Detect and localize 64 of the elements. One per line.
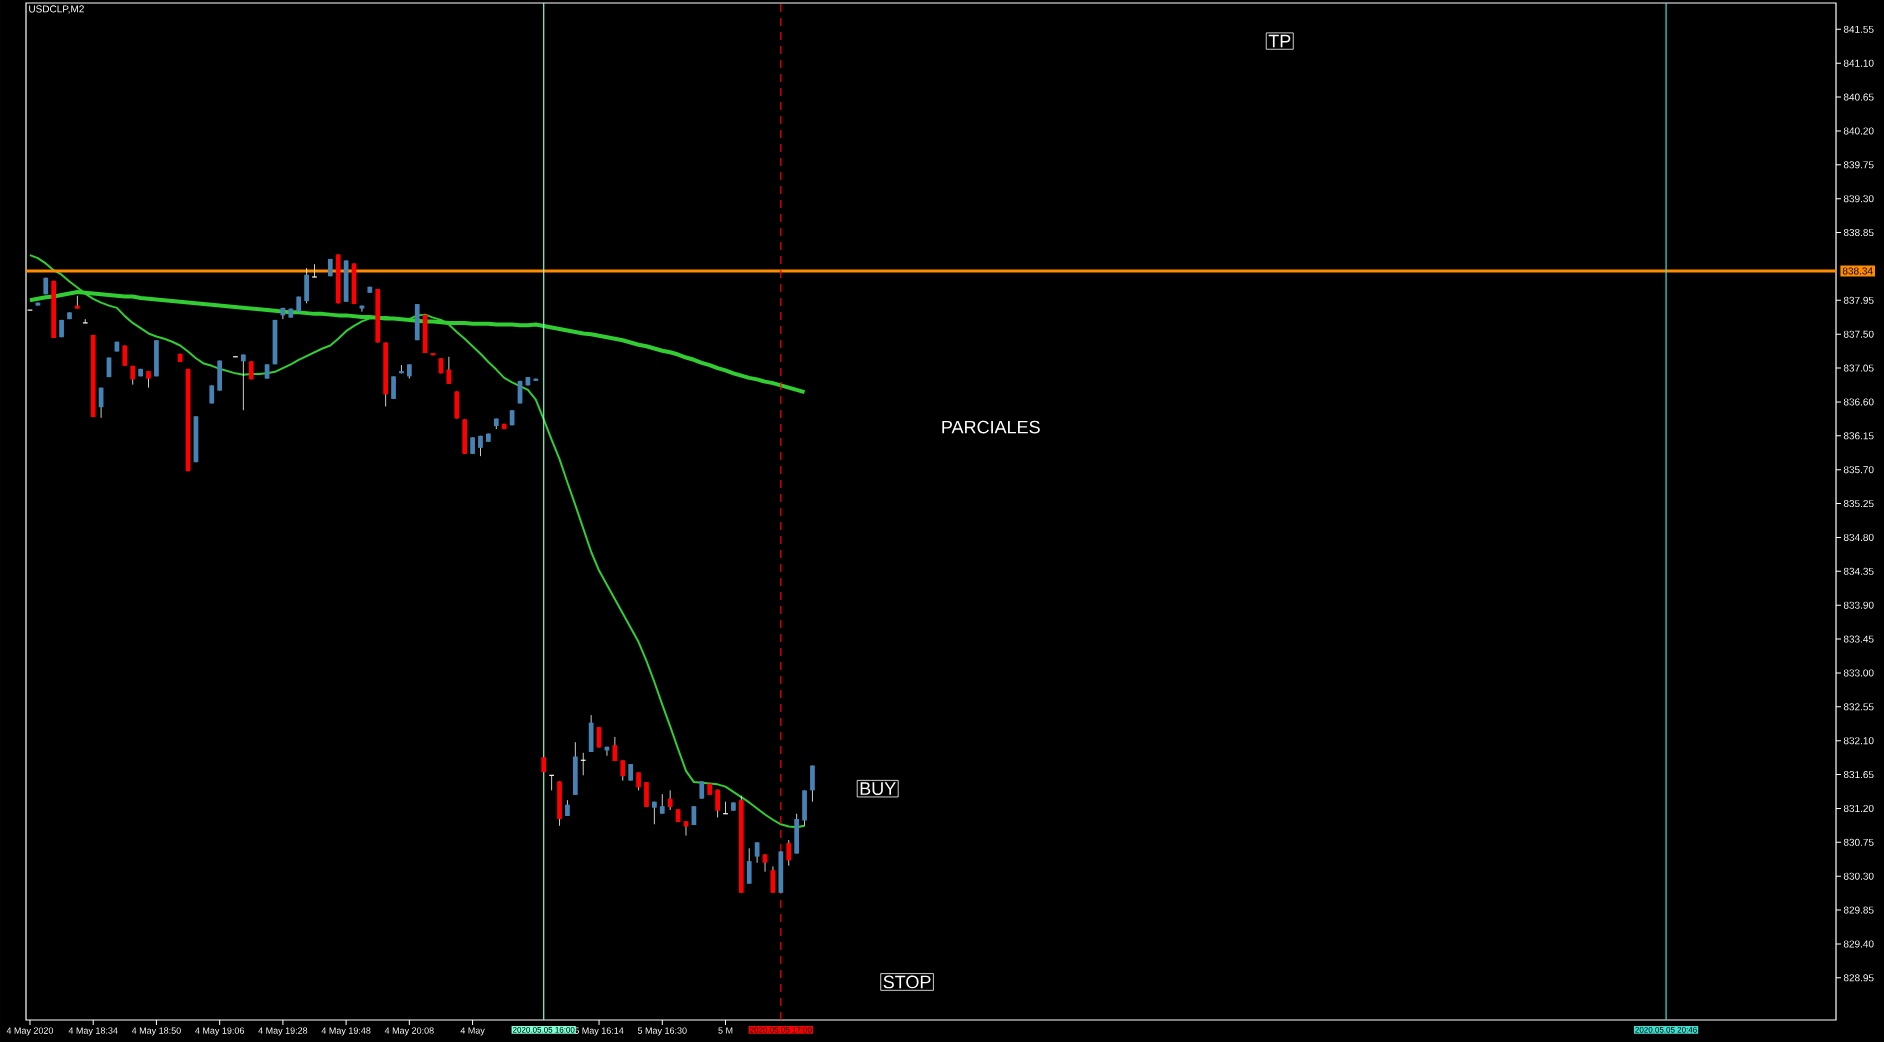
y-tick-label: 831.20 <box>1843 804 1874 812</box>
y-tick-label: 831.65 <box>1843 771 1874 779</box>
x-tick-label: 2020.05.05 17:00 <box>750 1026 812 1033</box>
annotation: PARCIALES <box>942 420 1040 434</box>
y-tick-label: 834.35 <box>1843 567 1874 575</box>
annotation: BUY <box>860 782 896 795</box>
candlestick <box>636 771 641 791</box>
x-tick-label: 4 May 19:48 <box>321 1027 371 1036</box>
y-tick-label: 830.75 <box>1843 838 1874 846</box>
y-tick-label: 837.50 <box>1843 330 1874 338</box>
x-tick-label: 5 May 16:30 <box>637 1027 687 1036</box>
y-tick-label: 837.05 <box>1843 364 1874 372</box>
y-tick-label: 839.30 <box>1843 195 1874 203</box>
y-tick-label: 838.85 <box>1843 229 1874 237</box>
y-tick-label: 833.45 <box>1843 635 1874 643</box>
candlestick <box>391 375 396 400</box>
x-tick-label: 5 M <box>718 1027 733 1034</box>
candlestick <box>667 789 673 811</box>
y-tick-label: 828.95 <box>1843 974 1874 982</box>
x-tick-label: 2020.05.05 20:46 <box>1635 1026 1697 1033</box>
y-tick-label: 840.20 <box>1843 127 1874 135</box>
candlestick <box>240 354 246 411</box>
y-tick-label: 832.55 <box>1843 703 1874 711</box>
candlestick <box>762 853 768 873</box>
y-tick-label: 834.80 <box>1843 533 1874 541</box>
candlestick <box>786 839 792 867</box>
x-tick-label: 4 May 18:34 <box>68 1027 118 1036</box>
y-tick-label: 833.00 <box>1843 669 1874 677</box>
x-tick-label: 4 May 19:28 <box>258 1027 308 1036</box>
y-tick-label: 836.15 <box>1843 432 1874 440</box>
y-tick-label: 835.25 <box>1843 500 1874 508</box>
y-tick-label: 829.40 <box>1843 940 1874 948</box>
ref-line-label: 838.34 <box>1842 267 1873 275</box>
y-tick-label: 836.60 <box>1843 398 1874 406</box>
x-tick-label: 4 May 2020 <box>6 1027 54 1036</box>
candlestick <box>659 793 665 815</box>
x-tick-label: 4 May 19:06 <box>195 1027 245 1036</box>
y-tick-label: 832.10 <box>1843 737 1874 745</box>
x-tick-label: 2020.05.05 16:00 <box>512 1026 575 1033</box>
candlestick <box>746 847 752 885</box>
y-tick-label: 841.10 <box>1843 59 1874 67</box>
candlestick <box>612 736 618 762</box>
x-tick-label: 4 May 18:50 <box>131 1027 181 1036</box>
y-tick-label: 833.90 <box>1843 601 1874 609</box>
candlestick <box>620 759 626 781</box>
y-tick-label: 829.85 <box>1843 906 1874 914</box>
x-tick-label: 4 May <box>460 1027 485 1036</box>
x-tick-label: 4 May 20:08 <box>384 1027 434 1036</box>
candlestick <box>715 789 720 818</box>
y-tick-label: 837.95 <box>1843 296 1874 304</box>
candlestick <box>683 820 689 836</box>
x-tick-label: 5 May 16:14 <box>574 1027 624 1036</box>
y-tick-label: 840.65 <box>1843 93 1874 101</box>
annotation: STOP <box>883 975 931 989</box>
candlestick <box>311 263 318 278</box>
candlestick <box>75 295 80 309</box>
candlestick <box>82 318 89 324</box>
chart-title: USDCLP,M2 <box>29 5 84 14</box>
y-tick-label: 830.30 <box>1843 872 1874 880</box>
annotation: TP <box>1268 34 1291 48</box>
y-tick-label: 835.70 <box>1843 466 1874 474</box>
y-tick-label: 839.75 <box>1843 161 1874 169</box>
candlestick <box>122 345 128 367</box>
y-tick-label: 841.55 <box>1843 25 1874 33</box>
